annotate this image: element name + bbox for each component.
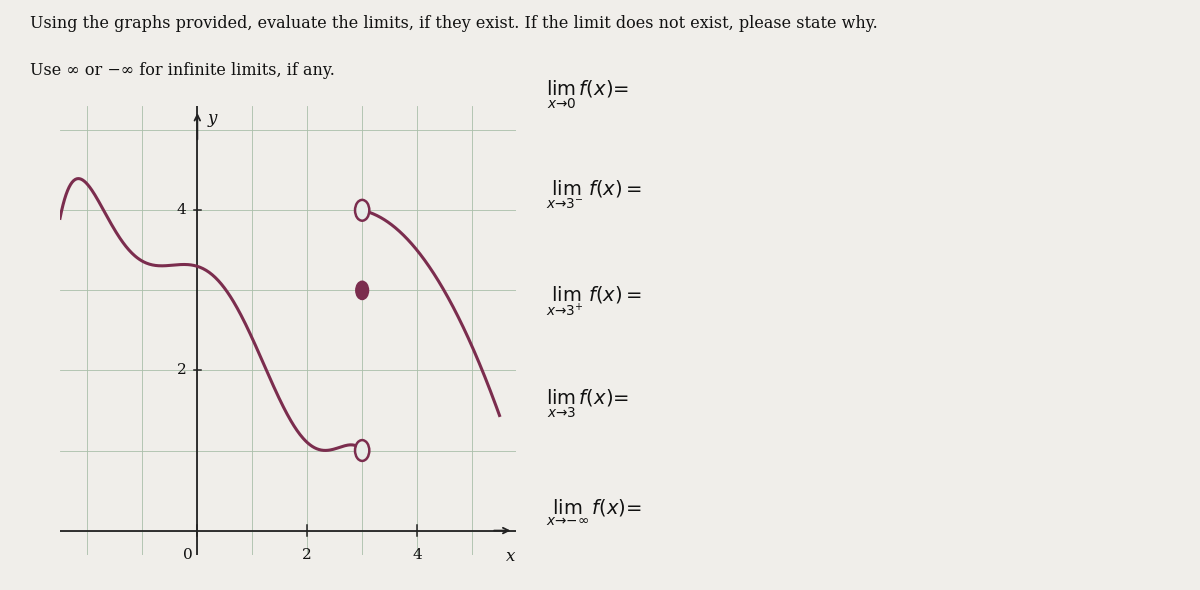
Text: y: y xyxy=(208,110,217,127)
Text: 4: 4 xyxy=(176,204,186,217)
Text: 0: 0 xyxy=(182,548,192,562)
Circle shape xyxy=(355,440,370,461)
Circle shape xyxy=(356,281,368,299)
Text: Use ∞ or −∞ for infinite limits, if any.: Use ∞ or −∞ for infinite limits, if any. xyxy=(30,62,335,79)
Text: 4: 4 xyxy=(413,548,422,562)
Text: $\lim_{x \to -\infty} \,f(x) =$: $\lim_{x \to -\infty} \,f(x) =$ xyxy=(546,498,642,529)
Circle shape xyxy=(355,200,370,221)
Text: $\lim_{x \to 3^-} \,f(x) =$: $\lim_{x \to 3^-} \,f(x) =$ xyxy=(546,179,642,211)
Text: $\lim_{x \to 3} \,f(x) =$: $\lim_{x \to 3} \,f(x) =$ xyxy=(546,388,629,420)
Text: $\lim_{x \to 3^+} \,f(x) =$: $\lim_{x \to 3^+} \,f(x) =$ xyxy=(546,284,642,318)
Text: Using the graphs provided, evaluate the limits, if they exist. If the limit does: Using the graphs provided, evaluate the … xyxy=(30,15,877,32)
Text: x: x xyxy=(506,548,515,565)
Text: 2: 2 xyxy=(302,548,312,562)
Text: $\lim_{x \to 0} \,f(x) =$: $\lim_{x \to 0} \,f(x) =$ xyxy=(546,78,629,110)
Text: 2: 2 xyxy=(176,363,186,378)
